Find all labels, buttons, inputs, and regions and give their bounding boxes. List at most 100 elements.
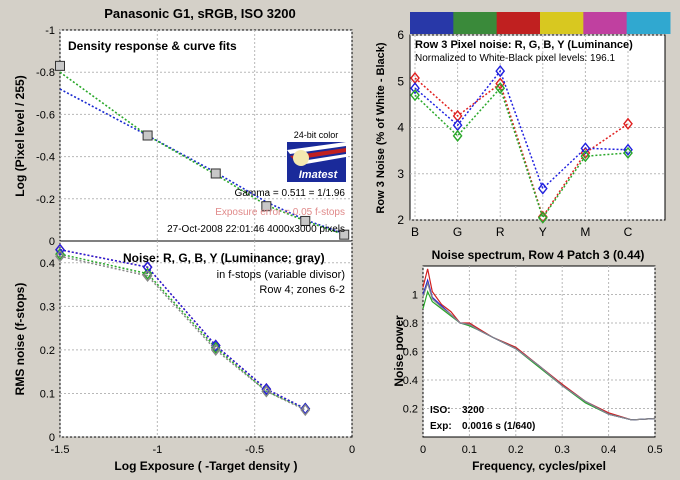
row3-marker <box>537 211 548 224</box>
rms-marker <box>210 339 221 352</box>
rms-y-tick-label: 0.3 <box>40 301 55 313</box>
row3-x-tick-label: Y <box>539 225 547 239</box>
spectrum-x-label: Frequency, cycles/pixel <box>472 459 606 473</box>
spectrum-x-tick-label: 0.4 <box>601 444 616 456</box>
density-y-tick-label: -0.8 <box>36 67 55 79</box>
density-fit-line <box>59 71 345 236</box>
density-point <box>55 60 65 71</box>
row3-marker <box>623 146 633 160</box>
row3-marker <box>580 150 591 163</box>
density-y-ticks: 0 -0.2 -0.4 -0.6 -0.8 -1 <box>36 25 55 248</box>
rms-x-tick-label: -1 <box>152 444 162 456</box>
row3-y-tick-label: 6 <box>397 28 404 42</box>
rms-plot-area <box>59 240 353 438</box>
density-point <box>210 168 221 179</box>
row3-series-line <box>414 77 629 219</box>
spectrum-series-line <box>422 268 656 421</box>
rms-y-tick-label: 0.4 <box>40 258 55 270</box>
row3-x-tick-label: R <box>496 225 505 239</box>
rms-y-ticks: 0 0.1 0.2 0.3 0.4 <box>40 258 55 444</box>
page-title: Panasonic G1, sRGB, ISO 3200 <box>104 6 295 21</box>
row3-y-tick-label: 3 <box>397 167 404 181</box>
spectrum-y-tick-label: 1 <box>412 290 418 302</box>
badge-label: 24-bit color <box>294 130 339 140</box>
rms-marker <box>261 385 272 398</box>
row3-y-label: Row 3 Noise (% of White - Black) <box>375 42 387 213</box>
row3-marker <box>580 142 591 155</box>
row3-marker <box>623 143 633 156</box>
density-y-tick-label: -0.6 <box>36 109 55 121</box>
rms-y-tick-label: 0.1 <box>40 388 55 400</box>
row3-color-swatch <box>453 12 498 34</box>
rms-x-label: Log Exposure ( -Target density ) <box>114 459 297 473</box>
rms-marker <box>55 243 65 256</box>
density-y-tick-label: -0.2 <box>36 194 55 206</box>
row3-color-swatch <box>410 12 454 34</box>
row3-marker <box>410 82 420 95</box>
rms-x-ticks: -1.5 -1 -0.5 0 <box>51 444 356 456</box>
row3-marker <box>537 182 548 195</box>
rms-marker <box>300 403 311 417</box>
density-chart: 0 -0.2 -0.4 -0.6 -0.8 -1 Density response & c… <box>13 25 353 248</box>
rms-title: Noise: R, G, B, Y (Luminance; gray) <box>123 251 325 265</box>
spectrum-x-tick-label: 0.5 <box>647 444 662 456</box>
row3-x-tick-label: C <box>624 225 633 239</box>
density-y-label: Log (Pixel level / 255) <box>13 75 27 196</box>
density-point <box>261 201 272 212</box>
rms-x-tick-label: -0.5 <box>245 444 264 456</box>
rms-marker <box>142 269 153 282</box>
rms-y-tick-label: 0 <box>49 432 55 444</box>
spectrum-y-label: Noise power <box>392 315 406 387</box>
row3-x-tick-label: M <box>580 225 590 239</box>
rms-y-tick-label: 0.2 <box>40 345 55 357</box>
density-point <box>339 229 350 240</box>
row3-color-swatch <box>626 12 671 34</box>
row3-marker <box>495 64 506 78</box>
spectrum-y-tick-label: 0.6 <box>403 347 418 359</box>
spectrum-y-tick-label: 0.4 <box>403 375 418 387</box>
badge-brand: Imatest <box>299 169 339 181</box>
density-fit-lines <box>59 71 345 236</box>
imatest-logo: Imatest <box>287 142 346 182</box>
row3-marker <box>495 82 506 95</box>
density-exposure-error: Exposure error = 0.05 f-stops <box>215 207 345 218</box>
row3-noise-chart: 2 3 4 5 6 B G R Y M C Row 3 Pixel noise: R, G, B,… <box>375 12 671 239</box>
row3-y-tick-label: 4 <box>397 121 404 135</box>
rms-series-lines <box>55 243 311 417</box>
rms-marker <box>300 402 311 415</box>
spectrum-y-ticks: 0.2 0.4 0.6 0.8 1 <box>403 290 418 416</box>
density-plot-area <box>59 29 353 242</box>
rms-x-tick-label: -1.5 <box>51 444 70 456</box>
spectrum-grid <box>422 266 656 437</box>
spectrum-x-tick-label: 0 <box>420 444 426 456</box>
row3-marker <box>410 89 420 102</box>
spectrum-y-tick-label: 0.2 <box>403 404 418 416</box>
spectrum-exp-label: Exp: <box>430 421 452 432</box>
density-y-tick-label: 0 <box>49 236 55 248</box>
row3-color-swatch <box>540 12 584 34</box>
row3-title: Row 3 Pixel noise: R, G, B, Y (Luminance… <box>415 39 633 51</box>
spectrum-series-lines <box>422 268 656 421</box>
rms-marker <box>142 267 153 280</box>
rms-noise-chart: 0 0.1 0.2 0.3 0.4 -1.5 -1 -0.5 0 Noise: R, G, B… <box>13 240 356 473</box>
row3-x-tick-label: B <box>411 225 419 239</box>
density-points <box>55 60 350 240</box>
noise-spectrum-chart: Noise spectrum, Row 4 Patch 3 (0.44) 0.2… <box>392 248 663 473</box>
spectrum-x-tick-label: 0.1 <box>462 444 477 456</box>
row3-series-line <box>414 86 629 220</box>
density-datetime: 27-Oct-2008 22:01:46 4000x3000 pixels <box>167 224 345 235</box>
row3-series-lines <box>410 64 633 224</box>
rms-y-label: RMS noise (f-stops) <box>13 283 27 396</box>
spectrum-x-tick-label: 0.2 <box>508 444 523 456</box>
rms-marker <box>210 343 221 357</box>
row3-y-ticks: 2 3 4 5 6 <box>397 28 404 227</box>
row3-color-swatch <box>583 12 628 34</box>
rms-marker <box>142 261 153 274</box>
density-point <box>142 130 153 141</box>
rms-marker <box>55 250 65 263</box>
density-y-tick-label: -1 <box>45 25 55 37</box>
rms-x-tick-label: 0 <box>349 444 355 456</box>
spectrum-iso-label: ISO: <box>430 405 451 416</box>
